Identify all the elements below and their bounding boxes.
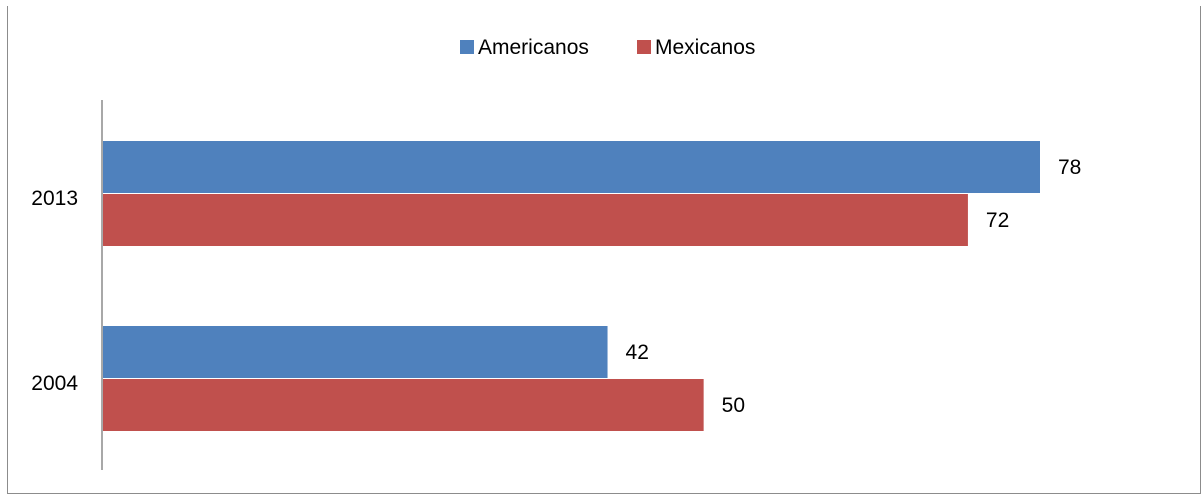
- bar-mexicanos-2013: [103, 194, 968, 246]
- data-label-americanos-2004: 42: [626, 341, 649, 364]
- bars: [103, 141, 1040, 431]
- legend-item-americanos: Americanos: [460, 36, 589, 59]
- y-tick-label-2013: 2013: [31, 187, 78, 210]
- legend-label-mexicanos: Mexicanos: [655, 36, 755, 59]
- bar-mexicanos-2004: [103, 379, 704, 431]
- y-tick-label-2004: 2004: [31, 372, 78, 395]
- labels: 42 50 2004 78 72 2013: [31, 156, 1081, 417]
- legend-label-americanos: Americanos: [478, 36, 589, 59]
- data-label-mexicanos-2013: 72: [986, 209, 1009, 232]
- bar-americanos-2004: [103, 326, 608, 378]
- legend-swatch-americanos: [460, 40, 474, 54]
- legend: Americanos Mexicanos: [460, 36, 755, 59]
- data-label-americanos-2013: 78: [1058, 156, 1081, 179]
- bar-americanos-2013: [103, 141, 1040, 193]
- legend-item-mexicanos: Mexicanos: [637, 36, 755, 59]
- data-label-mexicanos-2004: 50: [722, 394, 745, 417]
- legend-swatch-mexicanos: [637, 40, 651, 54]
